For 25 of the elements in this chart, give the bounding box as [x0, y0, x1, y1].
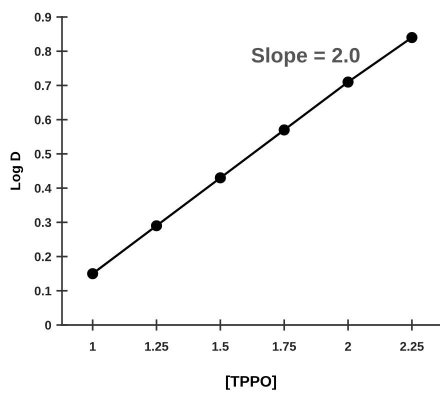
y-tick-label: 0.4 — [34, 184, 52, 193]
y-tick-label: 0.5 — [34, 150, 52, 159]
y-tick-label: 0.2 — [34, 252, 52, 262]
annotation: Slope = 2.0 — [252, 47, 360, 67]
x-tick-label: 2 — [345, 342, 352, 351]
y-tick-label: 0.1 — [34, 286, 52, 296]
x-tick-label: 2.25 — [400, 342, 424, 351]
y-tick-label: 0.3 — [34, 218, 52, 228]
y-tick-label: 0 — [45, 320, 52, 330]
y-tick-label: 0.7 — [34, 81, 52, 90]
y-tick-label: 0.9 — [34, 12, 52, 22]
y-tick-label: 0.6 — [34, 115, 52, 124]
point — [342, 76, 354, 88]
y-axis-title: Log D — [10, 152, 24, 190]
y-tick-label: 0.8 — [34, 47, 52, 56]
point — [406, 32, 418, 44]
x-tick-label: 1.25 — [145, 342, 168, 351]
point — [278, 124, 290, 136]
x-tick-label: 1.75 — [272, 342, 296, 351]
point — [214, 172, 226, 184]
point — [150, 220, 162, 232]
point — [87, 268, 98, 280]
x-tick-label: 1.5 — [212, 342, 229, 351]
x-axis-title: [TPPO] — [226, 376, 276, 390]
x-tick-label: 1 — [90, 342, 96, 351]
